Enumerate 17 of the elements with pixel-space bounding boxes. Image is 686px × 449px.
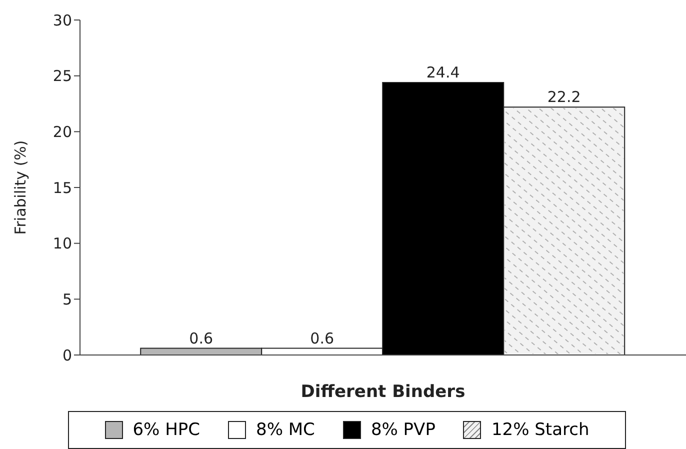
legend-label: 8% MC <box>255 420 315 440</box>
data-label: 22.2 <box>547 88 581 106</box>
x-axis-title: Different Binders <box>300 382 466 402</box>
y-tick-label: 30 <box>52 11 72 30</box>
y-axis-title: Friability (%) <box>11 140 30 235</box>
y-tick-label: 20 <box>52 122 72 141</box>
y-tick-label: 25 <box>52 67 72 86</box>
data-label: 24.4 <box>426 64 460 82</box>
legend-label: 8% PVP <box>370 420 436 440</box>
y-tick-label: 15 <box>52 178 72 197</box>
data-label: 0.6 <box>189 329 214 348</box>
y-tick-label: 10 <box>52 234 72 253</box>
legend-label: 12% Starch <box>490 420 590 440</box>
y-tick-label: 0 <box>62 346 72 364</box>
legend-label: 6% HPC <box>132 420 200 440</box>
y-tick-label: 5 <box>62 290 72 308</box>
data-label: 0.6 <box>310 329 334 348</box>
